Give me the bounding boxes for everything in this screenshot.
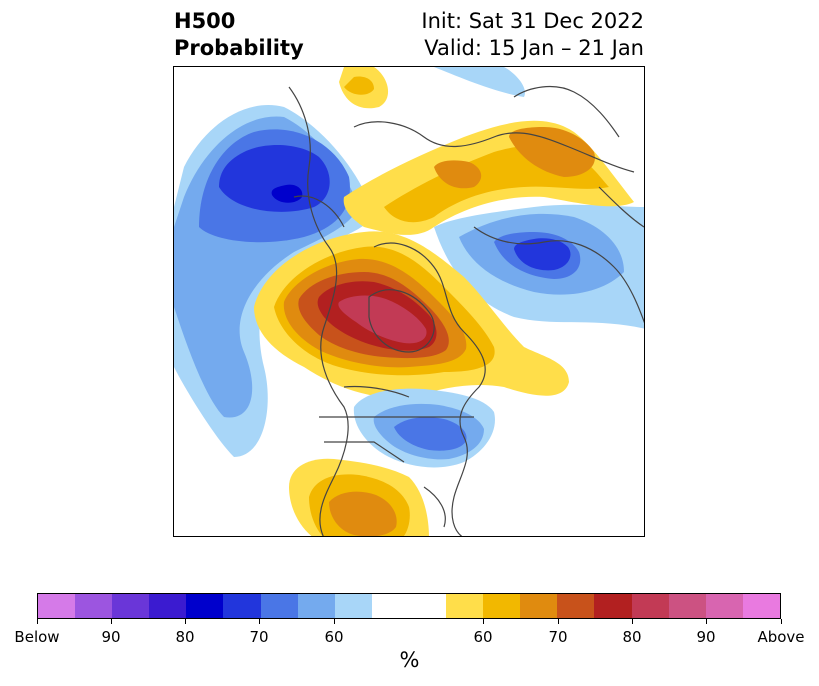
colorbar-tickmark xyxy=(37,619,38,624)
north-polar-high xyxy=(339,67,389,109)
colorbar-tickmark xyxy=(632,619,633,624)
colorbar-tick-label: 80 xyxy=(622,628,642,646)
date-info: Init: Sat 31 Dec 2022 Valid: 15 Jan – 21… xyxy=(421,8,644,62)
colorbar-segment xyxy=(742,594,780,618)
colorbar-segment xyxy=(631,594,669,618)
colorbar-tick-label: 60 xyxy=(473,628,493,646)
west-pacific-low-anomaly xyxy=(174,105,374,457)
colorbar-tickmark xyxy=(111,619,112,624)
polar-ridge xyxy=(343,120,634,235)
colorbar-tickmark xyxy=(334,619,335,624)
colorbar-tickmark xyxy=(781,619,782,624)
colorbar-segment xyxy=(483,594,521,618)
colorbar-tick-label: 70 xyxy=(249,628,269,646)
colorbar xyxy=(37,593,781,619)
colorbar-tick-label: Above xyxy=(757,628,805,646)
colorbar-tickmark xyxy=(558,619,559,624)
colorbar-segment xyxy=(186,594,224,618)
coastlines xyxy=(288,86,644,536)
colorbar-tick-label: 60 xyxy=(324,628,344,646)
colorbar-segment xyxy=(75,594,113,618)
colorbar-segment xyxy=(520,594,558,618)
eastern-us-low-anomaly xyxy=(353,388,495,468)
title-line-1: H500 xyxy=(174,9,236,33)
colorbar-segment xyxy=(112,594,150,618)
colorbar-tickmark xyxy=(483,619,484,624)
colorbar-tick-labels: Below 90 80 70 60 60 70 80 90 Above xyxy=(0,628,819,648)
colorbar-segment xyxy=(38,594,76,618)
colorbar-tick-label: 90 xyxy=(696,628,716,646)
colorbar-segment xyxy=(371,594,447,618)
colorbar-segment xyxy=(557,594,595,618)
colorbar-segment xyxy=(260,594,298,618)
colorbar-segment xyxy=(223,594,261,618)
colorbar-segment xyxy=(594,594,632,618)
colorbar-segment xyxy=(297,594,335,618)
north-america-high xyxy=(254,231,569,398)
colorbar-unit-label: % xyxy=(399,648,420,672)
colorbar-tick-label: 90 xyxy=(101,628,121,646)
map-svg xyxy=(174,67,644,536)
chart-title: H500 Probability xyxy=(174,8,304,62)
colorbar-tick-label: 70 xyxy=(548,628,568,646)
colorbar-tick-label: Below xyxy=(14,628,60,646)
colorbar-segment xyxy=(446,594,484,618)
colorbar-segment xyxy=(705,594,743,618)
probability-map xyxy=(173,66,645,537)
colorbar-segment xyxy=(334,594,372,618)
init-date: Init: Sat 31 Dec 2022 xyxy=(421,9,644,33)
colorbar-tickmark xyxy=(259,619,260,624)
valid-range: Valid: 15 Jan – 21 Jan xyxy=(424,36,644,60)
southwest-high xyxy=(289,458,429,536)
colorbar-tick-label: 80 xyxy=(175,628,195,646)
colorbar-segment xyxy=(668,594,706,618)
north-light-blue xyxy=(434,67,525,97)
colorbar-segment xyxy=(149,594,187,618)
title-line-2: Probability xyxy=(174,36,304,60)
colorbar-tickmark xyxy=(706,619,707,624)
colorbar-tickmark xyxy=(185,619,186,624)
